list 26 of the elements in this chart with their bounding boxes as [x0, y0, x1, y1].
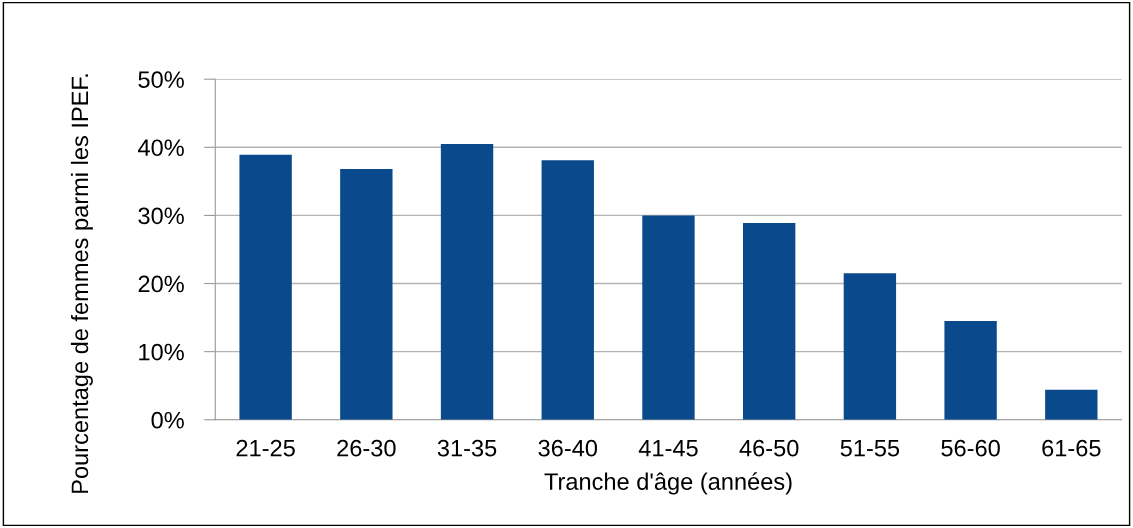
- y-tick-label: 30%: [138, 207, 184, 225]
- y-tick-label: 0%: [151, 411, 184, 429]
- bar: [541, 160, 594, 420]
- bar: [340, 169, 393, 420]
- bar: [642, 215, 695, 420]
- bar: [1045, 389, 1098, 420]
- x-tick-label: 21-25: [236, 439, 295, 457]
- y-tick-label: 40%: [138, 139, 184, 157]
- y-tick-label: 10%: [139, 343, 184, 361]
- bar: [440, 143, 494, 420]
- y-tick-label: 20%: [138, 275, 184, 293]
- x-axis-title: Tranche d'âge (années): [544, 472, 792, 495]
- x-tick-label: 61-65: [1042, 439, 1101, 457]
- x-tick-label: 31-35: [437, 439, 497, 457]
- y-axis-title: Pourcentage de femmes parmi les IPEF.: [70, 74, 93, 493]
- x-tick-label: 56-60: [941, 439, 1000, 457]
- x-tick-label: 51-55: [840, 440, 900, 457]
- bar: [843, 273, 897, 420]
- x-tick-label: 46-50: [739, 439, 799, 457]
- bar: [239, 154, 292, 420]
- bar: [743, 222, 796, 420]
- x-tick-label: 26-30: [337, 439, 396, 457]
- y-tick-label: 50%: [138, 71, 184, 88]
- bar: [944, 321, 997, 420]
- x-tick-label: 36-40: [538, 439, 598, 457]
- x-tick-label: 41-45: [638, 440, 698, 457]
